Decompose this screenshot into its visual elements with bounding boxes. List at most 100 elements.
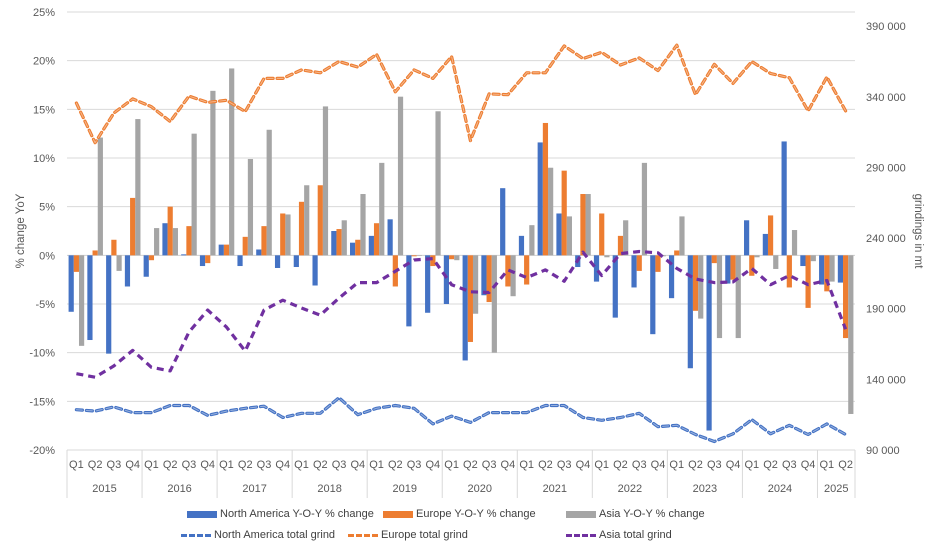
bar bbox=[566, 216, 572, 256]
bar bbox=[767, 215, 774, 256]
quarter-label: Q4 bbox=[651, 459, 666, 471]
bar bbox=[130, 197, 136, 256]
category-axis: Q1 Q2 Q3 Q4 Q1 Q2 Q3 Q4 Q1 Q2 Q3 Q4 Q1 Q2 Q3 Q4 Q1 Q2 Q3 Q4… bbox=[66, 450, 856, 498]
right-tick-label: 240 000 bbox=[866, 233, 906, 245]
bar bbox=[805, 255, 811, 308]
bar bbox=[111, 239, 117, 256]
bar bbox=[744, 220, 750, 256]
year-label: 2015 bbox=[92, 483, 116, 495]
left-axis-title: % change YoY bbox=[15, 193, 27, 268]
bar bbox=[631, 255, 637, 288]
quarter-label: Q4 bbox=[501, 459, 516, 471]
bar bbox=[406, 255, 412, 327]
bar bbox=[668, 255, 675, 299]
bar bbox=[373, 223, 380, 256]
legend-item-europe-grind[interactable]: Europe total grind bbox=[348, 529, 468, 541]
bar bbox=[293, 255, 299, 268]
bar bbox=[692, 255, 699, 311]
bar bbox=[641, 162, 648, 256]
bar bbox=[467, 255, 473, 342]
quarter-label: Q3 bbox=[332, 459, 347, 471]
bar bbox=[237, 255, 243, 267]
quarter-label: Q1 bbox=[294, 459, 309, 471]
bar bbox=[518, 235, 525, 256]
bar bbox=[387, 219, 393, 256]
bar bbox=[548, 167, 554, 256]
bar bbox=[781, 141, 787, 256]
bar bbox=[824, 255, 830, 292]
bar bbox=[266, 129, 272, 256]
quarter-label: Q2 bbox=[838, 459, 853, 471]
bar bbox=[636, 255, 642, 271]
left-tick-label: 5% bbox=[39, 202, 55, 214]
bar bbox=[242, 236, 248, 256]
quarter-label: Q1 bbox=[669, 459, 684, 471]
quarter-label: Q3 bbox=[407, 459, 422, 471]
quarter-label: Q2 bbox=[238, 459, 253, 471]
bar bbox=[92, 250, 98, 256]
legend-swatch bbox=[348, 533, 378, 537]
quarter-label: Q3 bbox=[482, 459, 497, 471]
right-tick-label: 290 000 bbox=[866, 162, 906, 174]
bar bbox=[186, 226, 192, 256]
left-tick-label: 20% bbox=[33, 56, 55, 68]
bar bbox=[711, 255, 717, 264]
bar bbox=[247, 158, 254, 256]
bar bbox=[529, 225, 535, 256]
legend-swatch bbox=[383, 510, 413, 518]
year-label: 2020 bbox=[468, 483, 492, 495]
bar bbox=[524, 255, 530, 285]
bar bbox=[87, 255, 93, 341]
bar bbox=[585, 194, 591, 256]
bar bbox=[116, 255, 122, 271]
bar bbox=[106, 255, 112, 354]
bar bbox=[199, 255, 206, 267]
quarter-label: Q4 bbox=[125, 459, 140, 471]
bar bbox=[322, 106, 329, 256]
legend-swatch bbox=[187, 510, 217, 518]
bar bbox=[425, 255, 431, 313]
bar bbox=[542, 122, 549, 256]
left-tick-label: 25% bbox=[33, 7, 55, 19]
legend-item-europe-yoy[interactable]: Europe Y-O-Y % change bbox=[383, 508, 536, 520]
left-tick-label: 0% bbox=[39, 250, 55, 262]
bar bbox=[500, 188, 506, 256]
legend-item-north-america-yoy[interactable]: North America Y-O-Y % change bbox=[187, 508, 374, 520]
left-tick-label: -20% bbox=[29, 445, 55, 457]
bar bbox=[791, 230, 798, 256]
quarter-label: Q4 bbox=[426, 459, 441, 471]
bar bbox=[73, 255, 79, 272]
bar bbox=[449, 255, 455, 260]
line-europe-total-grind bbox=[74, 43, 848, 145]
bar bbox=[599, 213, 605, 256]
bar bbox=[735, 255, 741, 339]
bar bbox=[679, 216, 685, 256]
bar bbox=[148, 255, 155, 261]
legend-label: North America total grind bbox=[214, 529, 336, 541]
quarter-label: Q3 bbox=[707, 459, 722, 471]
legend-item-asia-yoy[interactable]: Asia Y-O-Y % change bbox=[566, 508, 705, 520]
bar bbox=[317, 185, 323, 256]
quarter-label: Q2 bbox=[463, 459, 478, 471]
right-tick-label: 390 000 bbox=[866, 21, 906, 33]
legend-label: Asia Y-O-Y % change bbox=[599, 508, 705, 520]
quarter-label: Q4 bbox=[726, 459, 741, 471]
bar bbox=[304, 185, 310, 256]
bar bbox=[773, 255, 779, 269]
legend-item-asia-grind[interactable]: Asia total grind bbox=[566, 529, 672, 541]
quarter-label: Q3 bbox=[782, 459, 797, 471]
bar bbox=[261, 226, 267, 256]
bar bbox=[205, 255, 211, 264]
bar bbox=[355, 239, 361, 256]
legend-item-north-america-grind[interactable]: North America total grind bbox=[181, 529, 335, 541]
bar bbox=[754, 255, 760, 258]
quarter-label: Q4 bbox=[350, 459, 365, 471]
bar bbox=[537, 142, 543, 256]
quarter-label: Q2 bbox=[688, 459, 703, 471]
quarter-label: Q1 bbox=[444, 459, 459, 471]
bar bbox=[285, 214, 291, 256]
quarter-label: Q2 bbox=[88, 459, 103, 471]
quarter-label: Q3 bbox=[632, 459, 647, 471]
quarter-label: Q1 bbox=[744, 459, 759, 471]
bar bbox=[762, 233, 768, 256]
